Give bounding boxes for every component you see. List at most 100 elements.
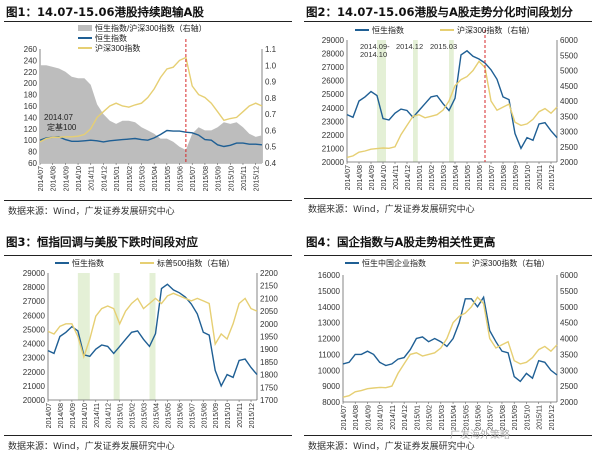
x-tick-label: 2014/10: [76, 166, 83, 191]
x-tick-label: 2015/12: [254, 166, 261, 191]
right-tick-label: 2000: [260, 320, 278, 329]
left-tick-label: 29000: [322, 36, 345, 45]
series-line-blue: [39, 129, 263, 148]
annotation-label: 2014.09-: [360, 42, 390, 51]
x-tick-label: 2014/11: [89, 166, 96, 191]
series-line-yellow: [39, 56, 263, 143]
right-tick-label: 6000: [560, 271, 578, 280]
left-tick-label: 160: [24, 102, 38, 111]
chart-panel-2: 图2：14.07-15.06港股与A股走势分化时间段划分 29000 28000 2…: [300, 0, 600, 230]
x-tick-label: 2015/01: [114, 166, 121, 191]
left-tick-label: 140: [24, 113, 38, 122]
chart-panel-3: 图3：恒指回调与美股下跌时间段对应 29000 28000 27000 26000 25…: [0, 230, 300, 460]
left-tick-label: 20000: [322, 158, 345, 167]
x-tick-label: 2015/03: [139, 166, 146, 191]
chart-panel-1: 图1：14.07-15.06港股持续跑输A股 260 240 220 200 180 16…: [0, 0, 300, 230]
right-tick-label: 1800: [260, 371, 278, 380]
right-tick-label: 0.8: [265, 94, 277, 103]
left-tick-label: 13000: [318, 319, 341, 328]
x-tick-label: 2014/11: [393, 165, 400, 190]
left-tick-label: 8000: [322, 398, 340, 407]
left-tick-label: 180: [24, 91, 38, 100]
title-rule: [304, 21, 592, 22]
x-tick-label: 2015/04: [152, 166, 159, 191]
left-tick-label: 27000: [322, 63, 345, 72]
x-tick-label: 2015/11: [241, 166, 248, 191]
left-tick-label: 14000: [318, 303, 341, 312]
x-tick-label: 2014/12: [402, 405, 409, 430]
left-tick-label: 16000: [318, 271, 341, 280]
right-tick-label: 3500: [560, 350, 578, 359]
x-tick-label: 2015/03: [142, 403, 149, 428]
left-tick-label: 21000: [23, 382, 46, 391]
x-tick-label: 2015/10: [228, 166, 235, 191]
right-tick-label: 4500: [560, 319, 578, 328]
source-rule: [304, 198, 592, 199]
chart-svg: 16000 15000 14000 13000 12000 11000 10000 9000 8…: [318, 258, 579, 430]
annotation-label: 2015.03: [430, 42, 457, 51]
chart-svg: 29000 28000 27000 26000 25000 24000 23000 22000…: [23, 258, 279, 428]
x-tick-label: 2014/11: [390, 405, 397, 430]
left-tick-label: 9000: [322, 382, 340, 391]
right-tick-label: 5500: [560, 51, 578, 60]
annotation-label: 定基100: [47, 122, 77, 132]
right-tick-label: 2500: [560, 143, 578, 152]
legend-label: 恒生指数: [372, 25, 404, 35]
left-tick-label: 10000: [318, 366, 341, 375]
left-tick-label: 26000: [23, 311, 46, 320]
right-tick-label: 1750: [260, 383, 278, 392]
left-tick-label: 12000: [318, 335, 341, 344]
right-tick-label: 3500: [560, 112, 578, 121]
x-tick-label: 2015/10: [524, 405, 531, 430]
series-line-blue: [346, 49, 558, 151]
source-note: 数据来源：Wind，广发证券发展研究中心: [308, 442, 475, 452]
legend-label: 恒生中国企业指数: [362, 258, 426, 268]
x-tick-label: 2015/09: [216, 166, 223, 191]
x-tick-label: 2015/08: [500, 405, 507, 430]
left-tick-label: 15000: [318, 287, 341, 296]
x-tick-label: 2015/01: [417, 165, 424, 190]
x-tick-label: 2014/08: [357, 165, 364, 190]
x-tick-label: 2015/03: [439, 405, 446, 430]
x-tick-label: 2014/12: [106, 403, 113, 428]
right-tick-label: 2500: [560, 382, 578, 391]
left-tick-label: 29000: [23, 269, 46, 278]
series-line-blue: [47, 283, 258, 388]
chart-panel-4: 图4：国企指数与A股走势相关性更高 16000 15000 14000 13000 12…: [300, 230, 600, 460]
right-tick-label: 5000: [560, 67, 578, 76]
chart-svg: 29000 28000 27000 26000 25000 24000 23000 22000…: [322, 25, 579, 190]
x-tick-label: 2015/09: [513, 165, 520, 190]
left-tick-label: 26000: [322, 77, 345, 86]
chart-title: 图2：14.07-15.06港股与A股走势分化时间段划分: [306, 5, 573, 19]
left-tick-label: 220: [24, 68, 38, 77]
x-tick-label: 2015/05: [463, 405, 470, 430]
x-tick-label: 2015/12: [249, 403, 256, 428]
left-tick-label: 100: [24, 136, 38, 145]
left-tick-label: 240: [24, 56, 38, 65]
right-tick-label: 3000: [560, 366, 578, 375]
right-tick-label: 0.7: [265, 110, 277, 119]
x-tick-label: 2014/09: [365, 405, 372, 430]
chart-title: 图3：恒指回调与美股下跌时间段对应: [6, 235, 198, 249]
x-tick-label: 2014/11: [94, 403, 101, 428]
source-rule: [304, 435, 592, 436]
x-tick-label: 2015/11: [537, 165, 544, 190]
legend-label: 恒生指数: [72, 258, 104, 268]
right-tick-label: 4000: [560, 97, 578, 106]
chart-title: 图1：14.07-15.06港股持续跑输A股: [6, 5, 204, 19]
right-tick-label: 0.6: [265, 126, 277, 135]
x-tick-label: 2015/06: [476, 405, 483, 430]
x-tick-label: 2014/09: [369, 165, 376, 190]
left-tick-label: 28000: [322, 50, 345, 59]
legend-label: 恒生指数/沪深300指数（右轴）: [95, 23, 207, 33]
x-tick-label: 2014/10: [378, 405, 385, 430]
x-tick-label: 2014/07: [46, 403, 53, 428]
legend-label: 标普500指数（右轴）: [157, 258, 234, 268]
x-tick-label: 2015/12: [549, 165, 556, 190]
left-tick-label: 60: [28, 159, 37, 168]
right-tick-label: 2000: [560, 398, 578, 407]
right-tick-label: 0.4: [265, 159, 277, 168]
x-tick-label: 2015/07: [189, 403, 196, 428]
x-tick-label: 2014/08: [353, 405, 360, 430]
